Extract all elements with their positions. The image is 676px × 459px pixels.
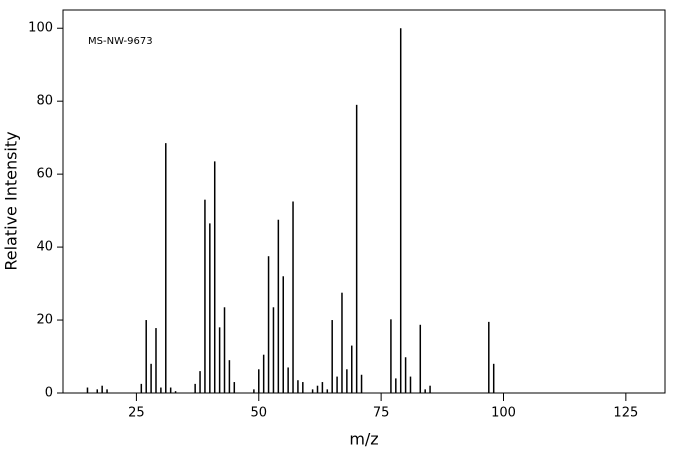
peak [96, 389, 99, 393]
peak [424, 389, 426, 393]
peak [204, 199, 206, 393]
peak [165, 143, 167, 393]
peak [209, 223, 211, 393]
x-axis-label: m/z [349, 430, 378, 449]
peak [253, 389, 255, 393]
y-axis-label: Relative Intensity [2, 131, 21, 270]
peak [106, 389, 108, 393]
x-tick-label: 100 [491, 406, 516, 421]
peak [169, 387, 172, 393]
peak [194, 383, 196, 393]
y-tick-label: 0 [45, 386, 53, 401]
peak [488, 321, 490, 393]
peak [360, 374, 363, 393]
peak [346, 369, 348, 393]
peak [419, 324, 422, 393]
peak [233, 382, 236, 393]
peak [272, 307, 275, 393]
peak [282, 276, 284, 393]
peak [326, 389, 329, 393]
peak [395, 378, 397, 393]
peak [292, 201, 294, 393]
peak [262, 354, 265, 393]
peak [86, 387, 89, 393]
x-tick-label: 75 [373, 406, 390, 421]
peak [277, 219, 280, 393]
peak [199, 371, 201, 393]
peak [302, 382, 304, 393]
peak [297, 380, 299, 393]
peak [409, 376, 412, 393]
peak [145, 320, 147, 393]
peak [218, 327, 221, 393]
peak [160, 387, 162, 393]
peak [174, 391, 177, 393]
peak [155, 328, 157, 393]
peak [150, 363, 152, 393]
x-tick-label: 25 [128, 406, 145, 421]
y-tick-label: 40 [36, 240, 53, 255]
y-tick-label: 100 [28, 21, 53, 36]
peak [228, 360, 231, 393]
peak [316, 385, 319, 393]
peak [390, 319, 392, 393]
peak [140, 383, 143, 393]
peak [267, 256, 270, 393]
peak [404, 357, 407, 393]
peak [429, 385, 431, 393]
peak [336, 376, 338, 393]
peak [492, 363, 495, 393]
annotation: MS-NW-9673 [88, 36, 153, 47]
plot-frame [62, 9, 666, 394]
peak [399, 28, 402, 393]
y-tick-label: 20 [36, 313, 53, 328]
peak [341, 292, 343, 393]
peak [223, 307, 226, 393]
x-tick-label: 50 [250, 406, 267, 421]
peak [351, 345, 353, 393]
peak [101, 385, 103, 393]
peak [355, 104, 358, 393]
peak [287, 367, 289, 393]
x-tick-label: 125 [613, 406, 638, 421]
peak [311, 389, 314, 393]
y-tick-label: 60 [36, 167, 53, 182]
peak [258, 369, 260, 393]
peak [213, 161, 216, 393]
peak [331, 320, 333, 393]
peak [321, 382, 324, 393]
y-tick-label: 80 [36, 94, 53, 109]
